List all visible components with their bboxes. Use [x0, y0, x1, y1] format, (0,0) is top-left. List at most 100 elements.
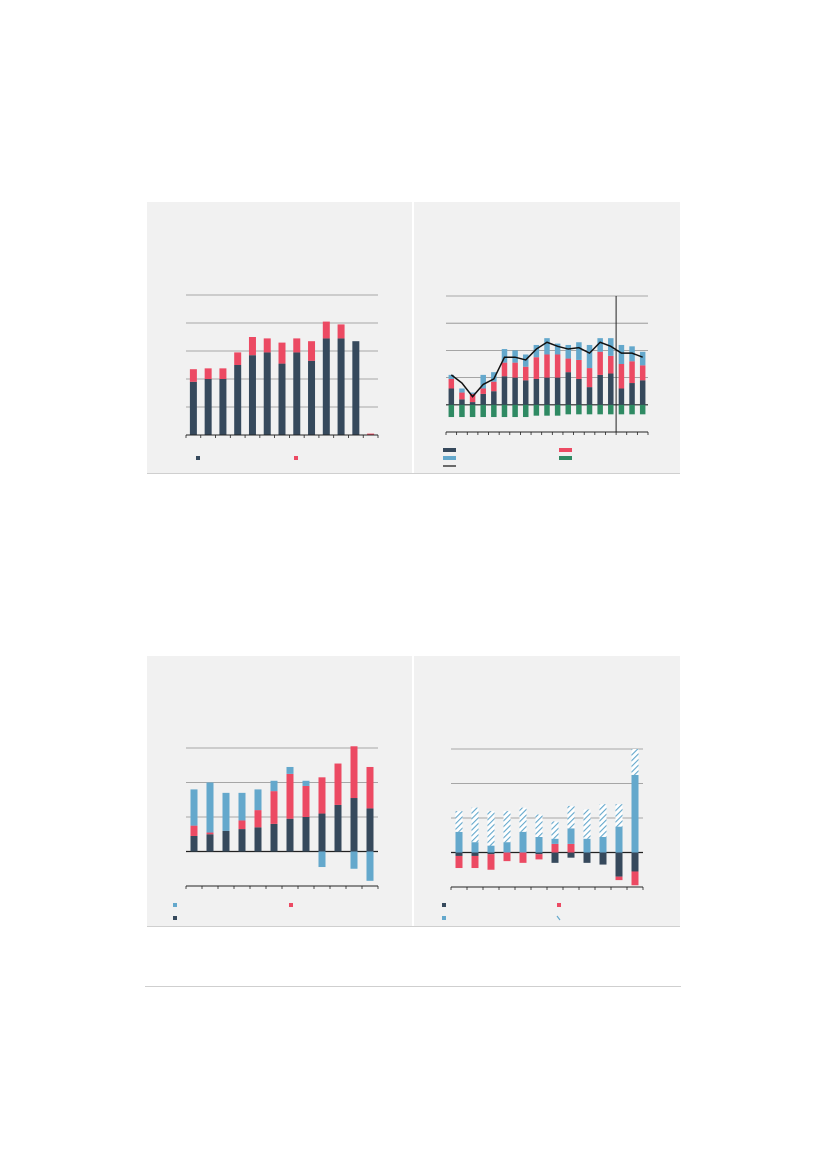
chart2-bar-dark-17: [629, 383, 635, 405]
chart4-bar-red-1: [471, 855, 479, 869]
chart2-bar-red-1: [459, 392, 465, 400]
chart2-bar-dark-7: [522, 380, 529, 405]
chart2-legend-marker-blue: [443, 456, 456, 460]
chart2-bar-red-6: [512, 362, 518, 378]
chart1-bar-red-5: [263, 338, 271, 353]
chart4-legend-marker-dark: [442, 903, 446, 907]
chart2-bar-dark-1: [459, 399, 465, 405]
chart4-bar-hatched-6: [551, 821, 559, 839]
chart4-bar-dark-0: [455, 852, 463, 856]
chart3-bar-blue-10: [350, 851, 358, 869]
chart1-bar-red-6: [278, 342, 286, 364]
chart3-bar-red-8: [318, 777, 326, 814]
chart2-bar-blue-3: [480, 374, 486, 389]
chart3-bar-blue-0: [190, 789, 198, 826]
chart3-bar-red-10: [350, 746, 358, 799]
chart3-bar-red-11: [366, 766, 374, 809]
chart2-bar-red-2: [469, 393, 476, 403]
chart4-bar-red-7: [567, 843, 575, 853]
chart4-bar-hatched-9: [599, 804, 607, 837]
chart3-bar-dark-2: [222, 830, 230, 852]
chart2-bar-blue-8: [533, 344, 540, 358]
chart4-bar-hatched-7: [567, 805, 575, 829]
chart3-bar-dark-9: [334, 804, 342, 852]
chart4-bar-blue-6: [551, 838, 559, 844]
chart4-bar-dark-5: [535, 852, 543, 855]
chart4-bar-dark-7: [567, 852, 575, 858]
chart1-bar-red-3: [234, 352, 242, 365]
chart1-bar-red-4: [248, 337, 256, 356]
chart2-bar-dark-14: [597, 374, 603, 405]
chart2-bar-blue-14: [597, 338, 603, 352]
chart2-legend-marker-red: [559, 448, 572, 452]
panel-bottom-rule-bottom: [147, 926, 680, 927]
chart2-bar-red-11: [565, 358, 572, 373]
chart1-bar-red-2: [219, 368, 227, 379]
chart3-bar-red-1: [206, 832, 214, 835]
chart4-bar-hatched-2: [487, 811, 495, 846]
chart2-bar-dark-0: [448, 388, 455, 405]
chart2-bar-dark-18: [639, 380, 646, 405]
chart3-bar-dark-8: [318, 813, 326, 852]
chart4-bar-hatched-4: [519, 807, 527, 832]
chart1-bar-dark-6: [278, 363, 286, 435]
chart4-bar-blue-0: [455, 831, 463, 853]
chart4-bar-hatched-5: [535, 814, 543, 837]
chart1-bar-dark-1: [204, 379, 212, 435]
chart2-bar-red-8: [533, 357, 540, 379]
page-footer-rule: [145, 986, 681, 987]
chart2-bar-red-18: [639, 365, 646, 381]
chart4-bar-blue-2: [487, 845, 495, 853]
chart1-bar-dark-8: [308, 360, 316, 435]
chart4-bar-red-11: [631, 871, 639, 886]
chart2-bar-blue-2: [469, 392, 476, 394]
chart3-bar-blue-7: [302, 780, 310, 786]
chart2-bar-green-13: [586, 404, 593, 415]
chart4-bar-dark-2: [487, 852, 495, 855]
chart3-legend-marker-dark: [173, 916, 177, 920]
chart2-legend-marker-green: [559, 456, 572, 460]
chart3-bar-red-0: [190, 825, 198, 836]
chart4-bar-red-5: [535, 854, 543, 860]
chart2-bar-red-9: [544, 354, 550, 378]
chart2-bar-blue-5: [501, 349, 508, 363]
chart3-bar-blue-8: [318, 851, 326, 868]
chart1-legend-marker-dark: [196, 456, 200, 460]
chart4-bar-red-4: [519, 852, 527, 863]
chart2-bar-green-6: [512, 404, 518, 418]
chart4-bar-dark-1: [471, 852, 479, 856]
chart-panel-top-right: [414, 202, 680, 473]
chart4-bar-dark-6: [551, 852, 559, 863]
chart1-bar-dark-2: [219, 379, 227, 435]
chart2-bar-dark-11: [565, 372, 572, 405]
chart3-bar-red-9: [334, 763, 342, 805]
chart1-bar-dark-9: [322, 338, 330, 435]
chart2-bar-green-11: [565, 404, 572, 415]
panel-bottom-rule-top: [147, 473, 680, 474]
chart3-bar-dark-11: [366, 808, 374, 852]
chart2-bar-green-5: [501, 404, 508, 418]
chart2-bar-red-7: [522, 366, 529, 381]
chart4-bar-hatched-10: [615, 804, 623, 827]
chart1-bar-dark-0: [189, 381, 197, 435]
chart2-bar-green-8: [533, 404, 540, 416]
chart2-bar-red-16: [618, 364, 625, 389]
chart2-bar-blue-12: [576, 342, 582, 360]
chart3-legend-marker-red: [289, 903, 293, 907]
chart2-bar-dark-16: [618, 388, 625, 405]
chart2-bar-blue-1: [459, 388, 465, 393]
chart3-bar-dark-6: [286, 818, 294, 852]
chart2-bar-green-1: [459, 404, 465, 418]
chart4-bar-dark-9: [599, 852, 607, 865]
chart1-bar-dark-4: [248, 355, 256, 435]
chart2-bar-green-12: [576, 404, 582, 415]
chart2-bar-green-7: [522, 404, 529, 418]
chart2-bar-dark-8: [533, 378, 540, 405]
chart2-bar-blue-13: [586, 344, 593, 369]
chart1-bar-red-1: [204, 368, 212, 379]
chart2-bar-dark-3: [480, 393, 486, 405]
chart2-bar-dark-2: [469, 402, 476, 405]
chart1-bar-red-8: [308, 341, 316, 361]
chart4-bar-dark-10: [615, 852, 623, 877]
